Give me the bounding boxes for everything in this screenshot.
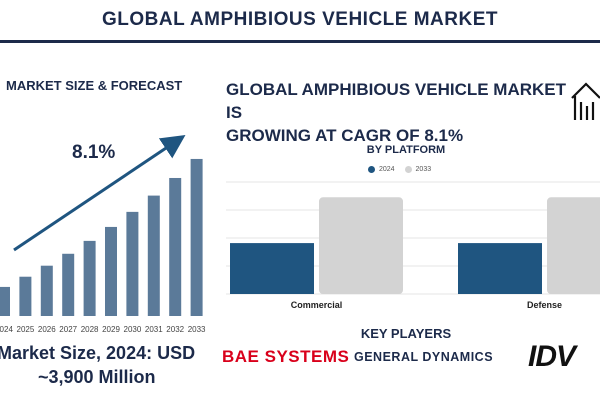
forecast-tick-2024: 2024 — [0, 325, 13, 334]
forecast-tick-2030: 2030 — [124, 325, 142, 334]
home-icon — [571, 82, 600, 120]
header-divider — [0, 40, 600, 43]
forecast-bar-2031 — [147, 195, 160, 316]
platform-chart-title: BY PLATFORM — [366, 144, 446, 156]
forecast-bar-2028 — [83, 240, 96, 316]
forecast-bar-2024 — [0, 286, 10, 316]
forecast-bar-2029 — [105, 226, 117, 316]
legend-item-2024: 2024 — [368, 166, 395, 173]
forecast-bar-2030 — [126, 211, 139, 316]
page-title: GLOBAL AMPHIBIOUS VEHICLE MARKET — [101, 9, 498, 30]
platform-bar-commercial-2033 — [319, 197, 403, 294]
legend-item-2033: 2033 — [404, 166, 432, 173]
platform-bar-chart: Commercial Defense — [226, 181, 600, 310]
forecast-tick-2031: 2031 — [145, 325, 163, 334]
growth-heading-line1: GLOBAL AMPHIBIOUS VEHICLE MARKET IS — [226, 80, 567, 122]
platform-category-defense: Defense — [527, 300, 562, 310]
forecast-tick-2026: 2026 — [38, 325, 56, 334]
growth-heading: GLOBAL AMPHIBIOUS VEHICLE MARKET IS GROW… — [226, 78, 566, 147]
growth-heading-line2: GROWING AT CAGR OF 8.1% — [226, 126, 464, 145]
market-size-forecast-heading: MARKET SIZE & FORECAST — [6, 78, 183, 93]
forecast-tick-2027: 2027 — [59, 325, 77, 334]
forecast-tick-2025: 2025 — [17, 325, 35, 334]
platform-bar-defense-2024 — [458, 243, 542, 294]
platform-bar-commercial-2024 — [230, 243, 314, 294]
legend-label-2024: 2024 — [379, 166, 395, 173]
key-players-title: KEY PLAYERS — [360, 326, 452, 341]
forecast-bar-2026 — [40, 265, 53, 316]
forecast-tick-2029: 2029 — [102, 325, 120, 334]
forecast-tick-2032: 2032 — [166, 325, 184, 334]
general-dynamics-logo: GENERAL DYNAMICS — [354, 350, 494, 364]
forecast-bar-2032 — [169, 177, 182, 316]
legend-swatch-2033 — [404, 166, 412, 173]
legend-label-2033: 2033 — [415, 166, 432, 173]
platform-category-commercial: Commercial — [291, 300, 343, 310]
forecast-bar-2025 — [19, 276, 32, 316]
platform-legend: 2024 2033 — [368, 166, 439, 175]
trend-arrow-icon — [13, 134, 186, 252]
idv-logo: IDV — [528, 340, 576, 373]
platform-bar-defense-2033 — [547, 197, 600, 294]
market-size-line1: Market Size, 2024: USD — [0, 343, 196, 363]
forecast-bar-2033 — [190, 158, 203, 316]
header-bar: GLOBAL AMPHIBIOUS VEHICLE MARKET — [0, 0, 600, 43]
bae-systems-logo: BAE SYSTEMS — [222, 347, 350, 366]
forecast-tick-2033: 2033 — [188, 325, 206, 334]
legend-swatch-2024 — [368, 166, 375, 173]
cagr-label: 8.1% — [72, 142, 116, 163]
market-size-line2: ~3,900 Million — [38, 367, 156, 387]
forecast-bar-2027 — [62, 253, 75, 316]
forecast-tick-2028: 2028 — [81, 325, 99, 334]
